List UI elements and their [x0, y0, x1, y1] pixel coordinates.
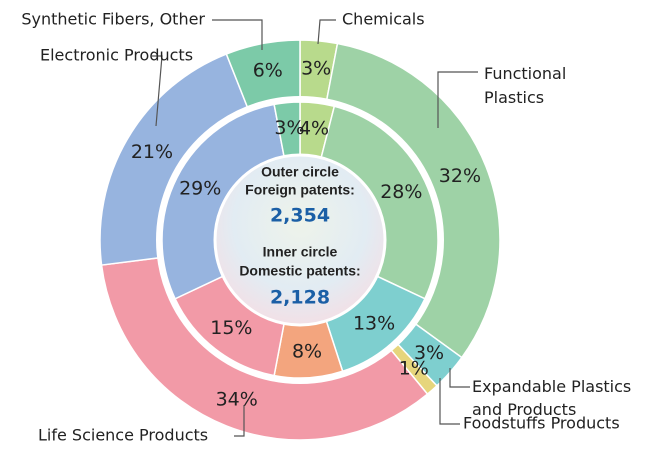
leader [449, 368, 470, 388]
ring-gap [156, 96, 444, 384]
value-label: 8% [292, 340, 322, 362]
center-subtitle: Foreign patents: [245, 182, 355, 198]
category-label-box: Functional Plastics [484, 64, 567, 107]
category-label: Chemicals [342, 10, 425, 29]
value-label: 4% [299, 117, 329, 139]
center-total: 2,354 [270, 205, 330, 227]
category-label: Synthetic Fibers, Other [21, 10, 205, 29]
value-label: 21% [131, 141, 173, 163]
value-label: 15% [210, 317, 252, 339]
center-disc [213, 153, 387, 327]
category-label: Expandable Plastics and Products [472, 377, 632, 419]
category-label: Electronic Products [40, 46, 193, 65]
value-label: 32% [439, 165, 481, 187]
leader [439, 378, 460, 425]
value-label: 3% [301, 57, 331, 79]
center-title: Inner circle [263, 244, 338, 260]
category-label-box: Expandable Plastics and Products [472, 377, 632, 419]
center-title: Outer circle [261, 164, 339, 180]
value-label: 28% [380, 181, 422, 203]
category-label: Life Science Products [38, 426, 208, 445]
value-label: 3% [274, 117, 304, 139]
center-subtitle: Domestic patents: [239, 263, 360, 279]
value-label: 13% [353, 313, 395, 335]
rings [99, 39, 501, 441]
center-total: 2,128 [270, 287, 330, 309]
leader [437, 71, 478, 128]
value-label: 3% [414, 342, 444, 364]
leader [212, 19, 263, 50]
category-label: Functional Plastics [484, 64, 567, 107]
category-label: Foodstuffs Products [463, 414, 620, 433]
leader [234, 405, 245, 437]
value-label: 6% [253, 60, 283, 82]
value-label: 29% [179, 178, 221, 200]
value-label: 34% [216, 388, 258, 410]
leader [317, 19, 336, 45]
leader [152, 55, 163, 127]
value-label: 1% [399, 358, 429, 380]
